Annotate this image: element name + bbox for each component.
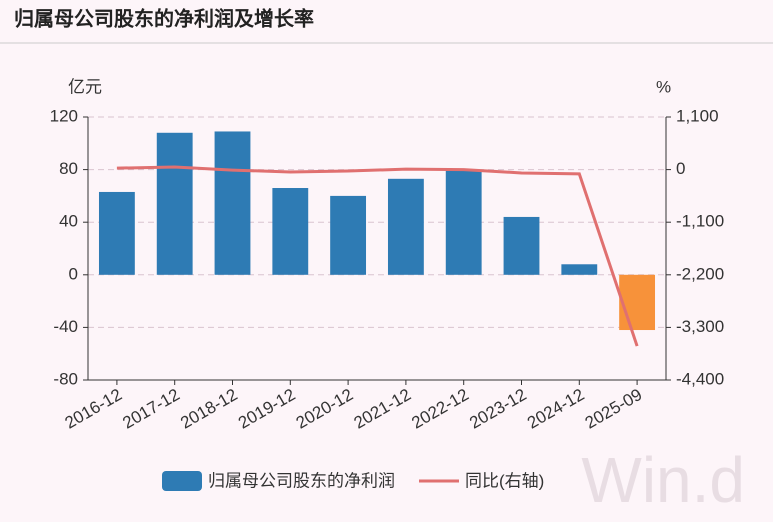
- y-axis-label: 亿元: [68, 77, 102, 96]
- bar: [214, 131, 251, 275]
- bar: [503, 216, 540, 275]
- chart-title: 归属母公司股东的净利润及增长率: [14, 6, 314, 30]
- y2-tick-label: -4,400: [676, 369, 724, 388]
- legend-swatch: [162, 471, 202, 491]
- y-tick-label: 80: [59, 159, 78, 178]
- bar: [272, 188, 309, 275]
- y-tick-label: 120: [50, 106, 78, 125]
- y-tick-label: 40: [59, 212, 78, 231]
- y2-tick-label: -3,300: [676, 317, 724, 336]
- bar: [445, 169, 482, 275]
- bar: [98, 191, 135, 275]
- y-tick-label: 0: [69, 264, 78, 283]
- y-tick-label: -40: [53, 317, 78, 336]
- bar: [156, 132, 193, 275]
- bar: [387, 178, 424, 275]
- y2-axis-label: %: [656, 77, 671, 96]
- legend-label: 归属母公司股东的净利润: [208, 471, 395, 490]
- y2-tick-label: -1,100: [676, 212, 724, 231]
- bar: [619, 274, 656, 331]
- bar: [561, 264, 598, 275]
- y2-tick-label: -2,200: [676, 264, 724, 283]
- y2-tick-label: 1,100: [676, 106, 719, 125]
- bar: [330, 195, 367, 275]
- y-tick-label: -80: [53, 369, 78, 388]
- y2-tick-label: 0: [676, 159, 685, 178]
- line: [116, 165, 639, 347]
- watermark: Win.d: [581, 444, 745, 516]
- legend-label: 同比(右轴): [465, 471, 544, 490]
